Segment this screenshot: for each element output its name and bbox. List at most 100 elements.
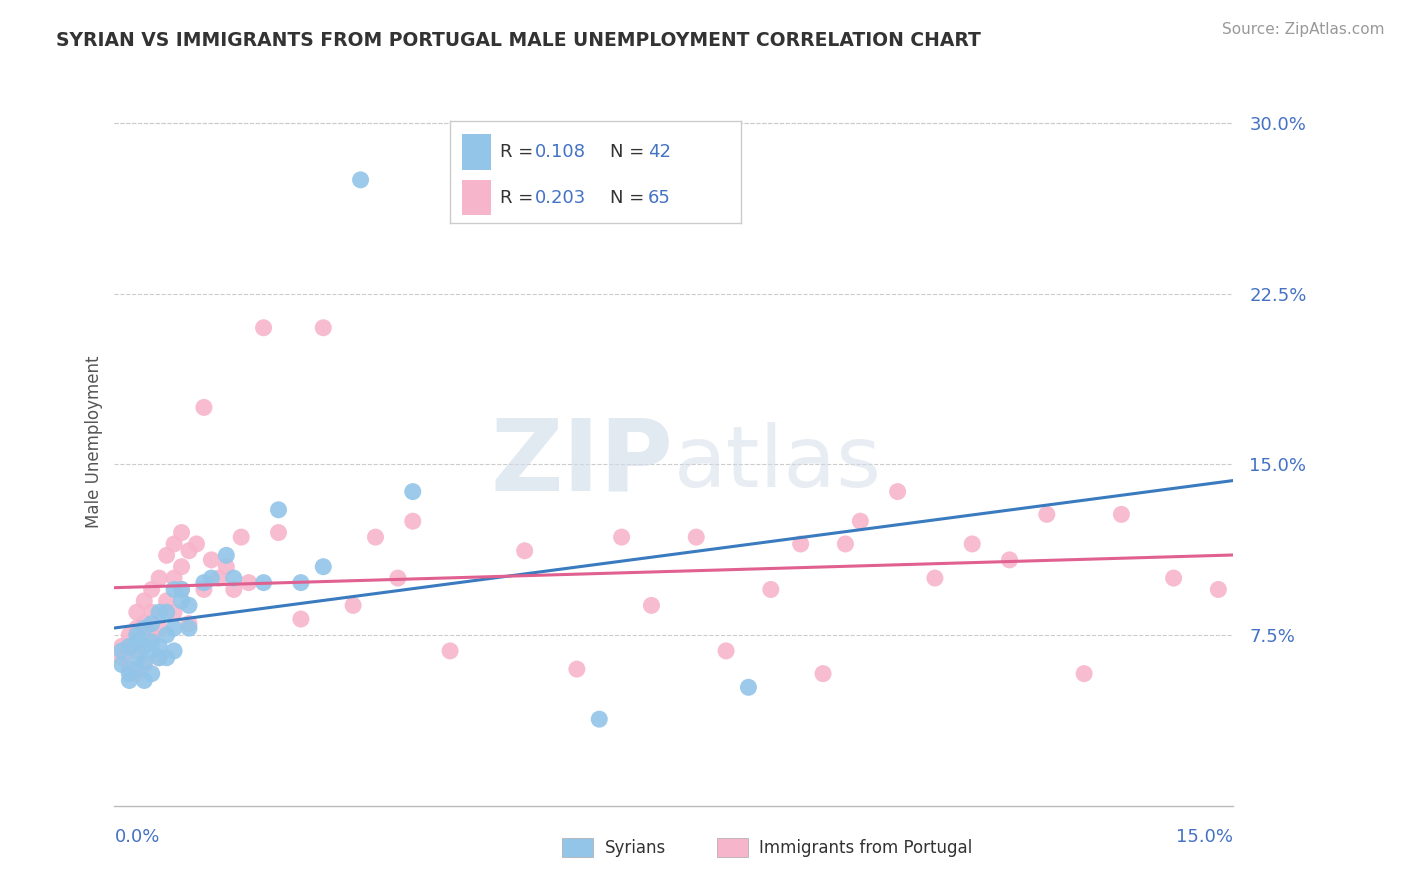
Point — [148, 640, 170, 654]
Point — [231, 530, 253, 544]
Point — [998, 553, 1021, 567]
Point — [134, 621, 156, 635]
Point — [886, 484, 908, 499]
Point — [610, 530, 633, 544]
Point — [960, 537, 983, 551]
Point — [163, 571, 186, 585]
Point — [290, 612, 312, 626]
Point — [565, 662, 588, 676]
Point — [118, 640, 141, 654]
Point — [156, 650, 179, 665]
Point — [215, 559, 238, 574]
Point — [125, 662, 148, 676]
Point — [111, 644, 134, 658]
Point — [118, 673, 141, 688]
Point — [134, 616, 156, 631]
Point — [125, 644, 148, 658]
Point — [1163, 571, 1185, 585]
Point — [170, 582, 193, 597]
Point — [640, 599, 662, 613]
Text: 0.0%: 0.0% — [114, 828, 160, 846]
Point — [387, 571, 409, 585]
Point — [1073, 666, 1095, 681]
Point — [312, 559, 335, 574]
Point — [148, 605, 170, 619]
Text: Source: ZipAtlas.com: Source: ZipAtlas.com — [1222, 22, 1385, 37]
Point — [834, 537, 856, 551]
Point — [134, 640, 156, 654]
Point — [349, 173, 371, 187]
Point — [170, 559, 193, 574]
Point — [208, 571, 231, 585]
Text: Syrians: Syrians — [605, 838, 666, 856]
Point — [156, 594, 179, 608]
Point — [134, 657, 156, 672]
Point — [267, 503, 290, 517]
Point — [163, 621, 186, 635]
Point — [148, 650, 170, 665]
Point — [125, 621, 148, 635]
Point — [170, 594, 193, 608]
Point — [402, 514, 425, 528]
Point — [134, 594, 156, 608]
Point — [134, 655, 156, 669]
Point — [177, 599, 200, 613]
Point — [125, 666, 148, 681]
Point — [163, 537, 186, 551]
Point — [200, 553, 222, 567]
Point — [342, 599, 364, 613]
Point — [177, 621, 200, 635]
Point — [163, 582, 186, 597]
Point — [141, 628, 163, 642]
Point — [141, 635, 163, 649]
Point — [759, 582, 782, 597]
Point — [252, 575, 274, 590]
Point — [170, 525, 193, 540]
Point — [118, 662, 141, 676]
Point — [111, 657, 134, 672]
Point — [193, 582, 215, 597]
Point — [364, 530, 387, 544]
Point — [238, 575, 260, 590]
Point — [402, 484, 425, 499]
Point — [267, 525, 290, 540]
Point — [125, 635, 148, 649]
Point — [513, 543, 536, 558]
Point — [125, 628, 148, 642]
Point — [193, 575, 215, 590]
Point — [111, 650, 134, 665]
Point — [111, 640, 134, 654]
Point — [163, 605, 186, 619]
Point — [170, 582, 193, 597]
Point — [141, 644, 163, 658]
Point — [811, 666, 834, 681]
Point — [1036, 508, 1059, 522]
Point — [215, 549, 238, 563]
Point — [222, 582, 245, 597]
Text: Immigrants from Portugal: Immigrants from Portugal — [759, 838, 973, 856]
Point — [714, 644, 737, 658]
Point — [148, 571, 170, 585]
Point — [789, 537, 811, 551]
Point — [290, 575, 312, 590]
Point — [924, 571, 946, 585]
Point — [193, 401, 215, 415]
Point — [118, 666, 141, 681]
Point — [118, 628, 141, 642]
Point — [200, 571, 222, 585]
Point — [1208, 582, 1230, 597]
Point — [222, 571, 245, 585]
Point — [177, 543, 200, 558]
Point — [148, 650, 170, 665]
Point — [177, 616, 200, 631]
Point — [252, 320, 274, 334]
Text: 15.0%: 15.0% — [1177, 828, 1233, 846]
Point — [141, 616, 163, 631]
Point — [125, 605, 148, 619]
Point — [156, 605, 179, 619]
Point — [439, 644, 461, 658]
Point — [156, 549, 179, 563]
Text: atlas: atlas — [673, 422, 882, 505]
Point — [125, 650, 148, 665]
Text: SYRIAN VS IMMIGRANTS FROM PORTUGAL MALE UNEMPLOYMENT CORRELATION CHART: SYRIAN VS IMMIGRANTS FROM PORTUGAL MALE … — [56, 31, 981, 50]
